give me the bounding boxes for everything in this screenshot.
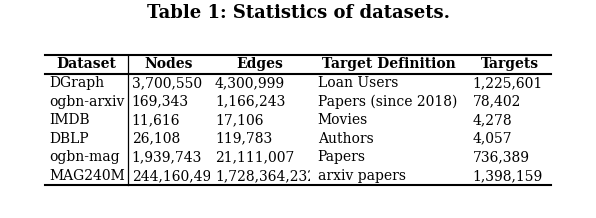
Title: Table 1: Statistics of datasets.: Table 1: Statistics of datasets. bbox=[147, 4, 449, 22]
